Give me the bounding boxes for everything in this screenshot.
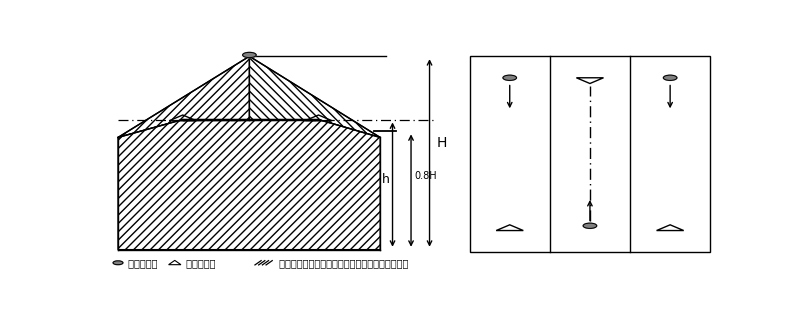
Polygon shape [118, 56, 249, 137]
Text: 0.8H: 0.8H [414, 171, 437, 181]
Circle shape [583, 223, 597, 228]
Circle shape [503, 75, 517, 80]
Polygon shape [249, 56, 380, 137]
Text: H: H [437, 136, 447, 150]
Circle shape [243, 52, 256, 58]
Circle shape [663, 75, 677, 80]
Text: は受光部、: は受光部、 [183, 258, 216, 268]
Bar [470, 56, 710, 252]
Text: は送光部、: は送光部、 [126, 258, 158, 268]
Circle shape [113, 261, 123, 265]
Polygon shape [118, 120, 380, 250]
Text: は監視区域を表す（以下オまでにおいて同じ。）: は監視区域を表す（以下オまでにおいて同じ。） [276, 258, 408, 268]
Text: h: h [381, 173, 389, 186]
